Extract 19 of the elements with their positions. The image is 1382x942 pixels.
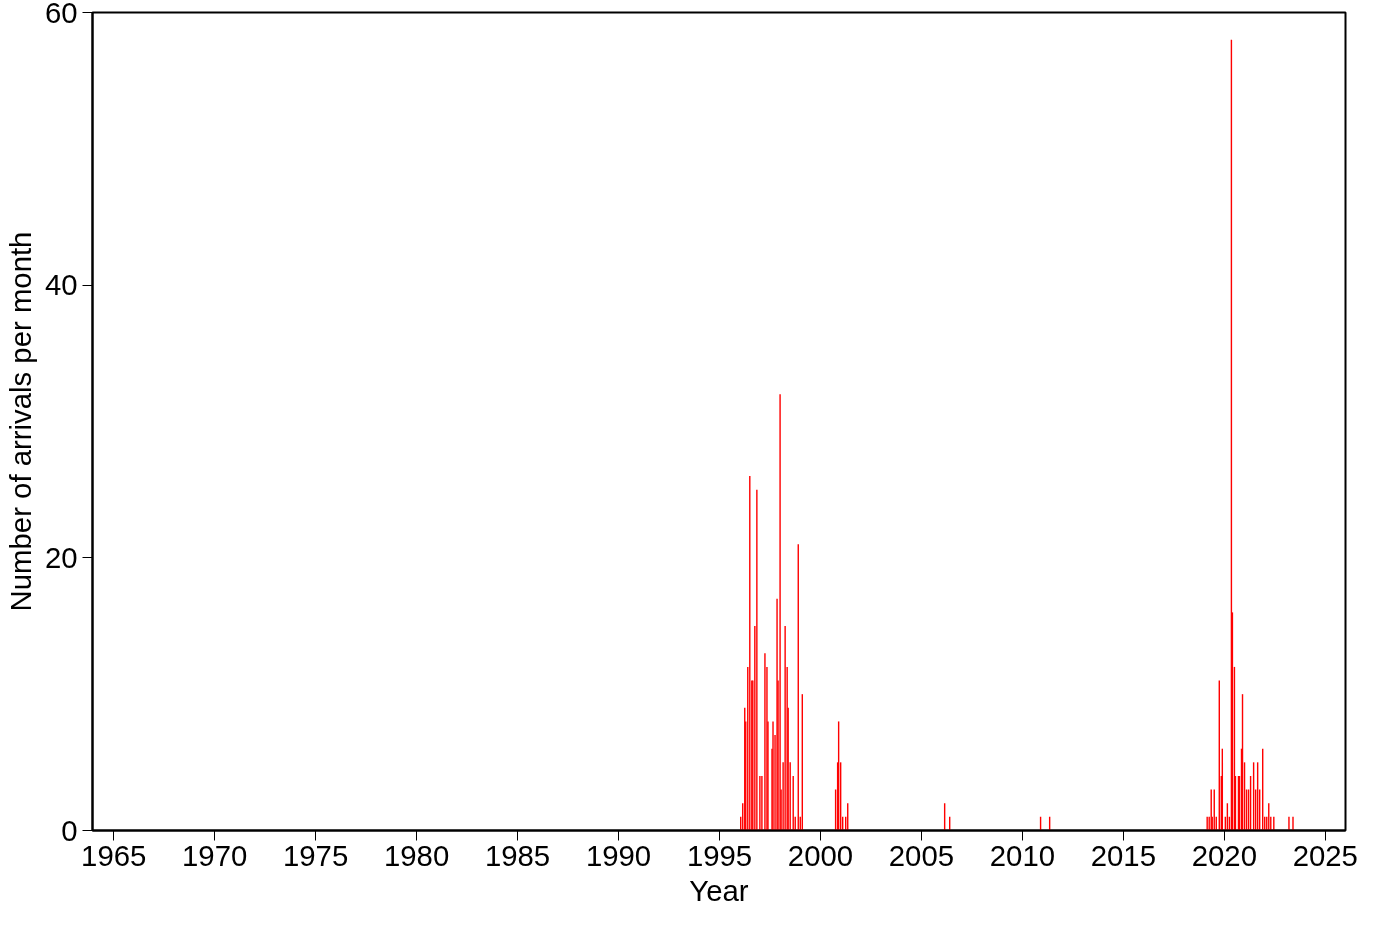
y-tick-label: 60 [44, 0, 78, 29]
x-tick-label: 2020 [1191, 838, 1257, 872]
x-tick-label: 1980 [383, 838, 450, 872]
x-tick-label: 2000 [787, 838, 854, 872]
x-tick-label: 1970 [182, 838, 248, 872]
x-tick-label: 2005 [888, 838, 955, 872]
y-tick-label: 40 [44, 268, 78, 302]
x-tick-label: 1995 [686, 838, 753, 872]
x-tick-label: 2025 [1292, 838, 1358, 872]
x-tick-label: 2015 [1090, 838, 1156, 872]
y-tick-label: 20 [44, 540, 78, 574]
x-tick-label: 1990 [585, 838, 652, 872]
x-tick-label: 2010 [989, 838, 1056, 872]
y-tick-label: 0 [61, 813, 78, 847]
x-tick-label: 1985 [484, 838, 551, 872]
x-tick-label: 1975 [283, 838, 349, 872]
x-axis-title: Year [689, 873, 749, 907]
y-axis-title: Number of arrivals per month [3, 231, 37, 612]
x-tick-label: 1965 [81, 838, 147, 872]
